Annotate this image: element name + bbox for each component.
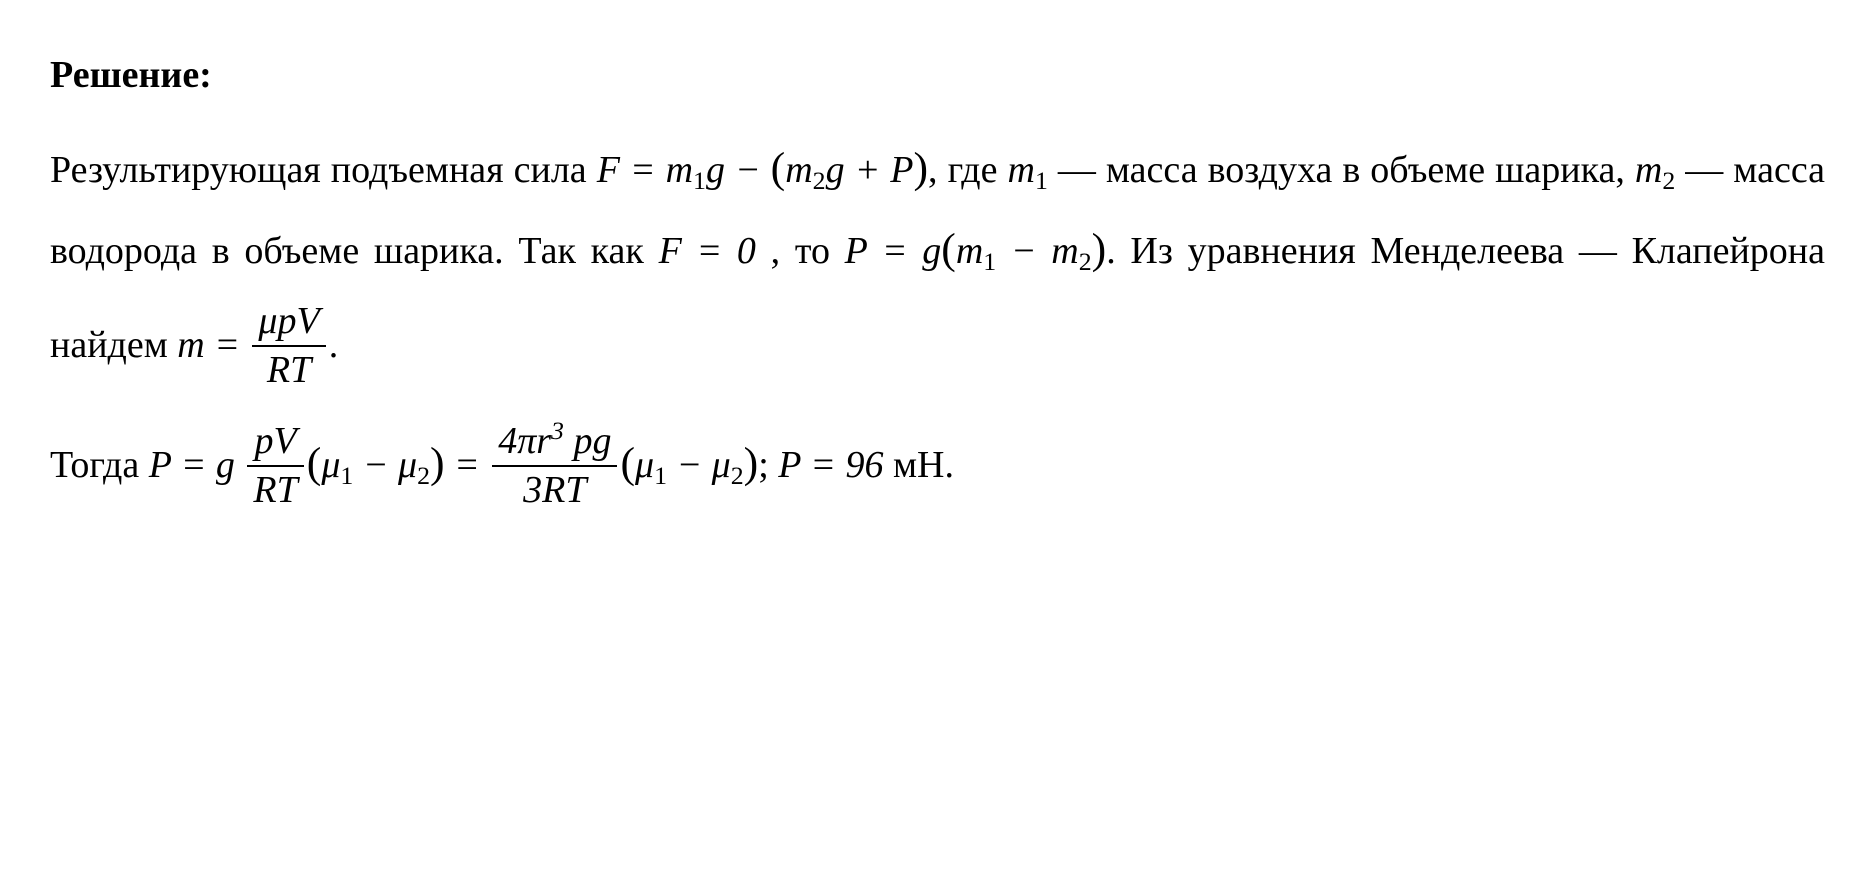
eq-part: P = 96 — [778, 444, 893, 486]
final-equation-row: Тогда P = g pVRT(μ1 − μ2) = 4πr3 pg3RT(μ… — [50, 400, 1825, 527]
paren: ( — [771, 144, 786, 192]
denominator: 3RT — [492, 467, 617, 513]
solution-body: Результирующая подъемная сила F = m1g − … — [50, 128, 1825, 527]
eq-part: m — [956, 230, 983, 272]
paren: ( — [941, 225, 956, 273]
eq-part: 4πr — [498, 420, 551, 462]
equation-lift-force: F = m1g − (m2g + P) — [597, 149, 928, 191]
paren: ) — [744, 439, 759, 487]
text: — масса воздуха в объеме шарика, — [1048, 149, 1635, 191]
text: . — [329, 324, 339, 366]
eq-part: g − — [706, 149, 771, 191]
text: , где — [928, 149, 1007, 191]
subscript: 1 — [1035, 167, 1048, 196]
eq-part: = — [445, 444, 490, 486]
text: Тогда — [50, 444, 149, 486]
numerator: 4πr3 pg — [492, 420, 617, 468]
text: Результирующая подъемная сила — [50, 149, 597, 191]
subscript: 2 — [417, 461, 430, 490]
eq-part: μ — [321, 444, 340, 486]
variable-m2: m2 — [1635, 149, 1675, 191]
eq-part: − m — [996, 230, 1079, 272]
unit: мН — [893, 444, 945, 486]
paren: ( — [307, 439, 322, 487]
subscript: 2 — [731, 461, 744, 490]
variable-m1: m1 — [1007, 149, 1047, 191]
subscript: 1 — [983, 247, 996, 276]
eq-part: − μ — [667, 444, 731, 486]
paren: ) — [913, 144, 928, 192]
fraction: 4πr3 pg3RT — [492, 420, 617, 513]
eq-part: pg — [564, 420, 612, 462]
subscript: 2 — [813, 167, 826, 196]
eq-part: P = g — [149, 444, 245, 486]
denominator: RT — [247, 467, 303, 513]
fraction: pVRT — [247, 420, 303, 513]
numerator: pV — [247, 420, 303, 468]
eq-part: F = m — [597, 149, 693, 191]
equation-p-final: P = g pVRT(μ1 − μ2) = 4πr3 pg3RT(μ1 − μ2… — [149, 444, 758, 486]
subscript: 2 — [1079, 247, 1092, 276]
subscript: 1 — [693, 167, 706, 196]
eq-part: m — [1007, 149, 1034, 191]
equation-mass: m = μpVRT — [177, 324, 328, 366]
denominator: RT — [252, 347, 325, 393]
eq-part: − μ — [353, 444, 417, 486]
eq-part: m — [1635, 149, 1662, 191]
eq-part: m = — [177, 324, 249, 366]
superscript: 3 — [551, 416, 564, 445]
text: . — [944, 444, 954, 486]
paren: ( — [620, 439, 635, 487]
subscript: 1 — [340, 461, 353, 490]
eq-part: P = g — [845, 230, 942, 272]
eq-part: m — [785, 149, 812, 191]
text: ; — [758, 444, 778, 486]
equation-result: P = 96 мН — [778, 444, 944, 486]
subscript: 2 — [1662, 167, 1675, 196]
solution-heading: Решение: — [50, 40, 1825, 110]
paren: ) — [1092, 225, 1107, 273]
equation-f-zero: F = 0 — [659, 230, 756, 272]
fraction: μpVRT — [252, 300, 325, 393]
text: , то — [756, 230, 845, 272]
subscript: 1 — [654, 461, 667, 490]
equation-p: P = g(m1 − m2) — [845, 230, 1107, 272]
numerator: μpV — [252, 300, 325, 348]
eq-part: g + P — [826, 149, 914, 191]
paren: ) — [430, 439, 445, 487]
eq-part: μ — [635, 444, 654, 486]
